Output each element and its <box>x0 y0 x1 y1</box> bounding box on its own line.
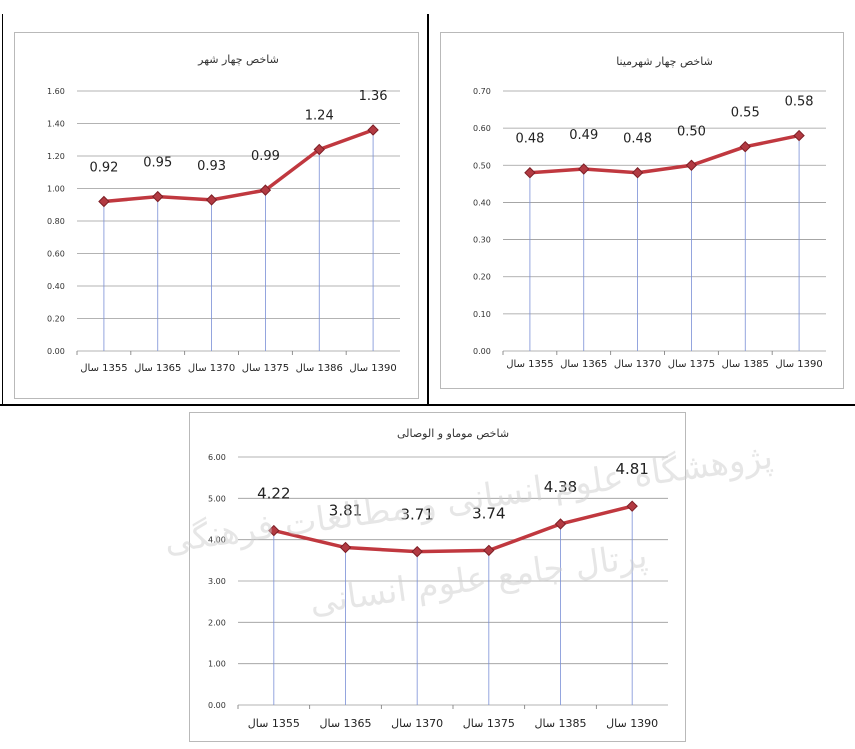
frame-horizontal-divider <box>0 404 855 406</box>
data-point <box>367 124 379 136</box>
y-tick-label: 5.00 <box>208 494 226 503</box>
y-tick-label: 3.00 <box>208 577 226 586</box>
data-label: 0.58 <box>785 95 814 110</box>
x-tick-label: 1355 سال <box>80 363 127 374</box>
data-label: 0.48 <box>515 132 544 147</box>
x-tick-label: 1370 سال <box>188 363 235 374</box>
x-tick-label: 1390 سال <box>775 359 822 370</box>
x-tick-label: 1385 سال <box>722 359 769 370</box>
data-label: 4.81 <box>615 460 648 478</box>
data-point <box>793 129 805 142</box>
data-point <box>554 518 567 530</box>
data-point <box>411 545 423 558</box>
y-tick-label: 2.00 <box>208 618 226 627</box>
y-tick-label: 0.30 <box>473 236 491 245</box>
x-tick-label: 1385 سال <box>534 717 586 730</box>
y-tick-label: 4.00 <box>208 536 226 545</box>
x-tick-label: 1355 سال <box>506 359 553 370</box>
data-point <box>98 195 110 208</box>
data-point <box>524 167 536 179</box>
data-point <box>626 500 638 512</box>
chart-panel-2: شاخص چهار شهرمینا 0.00 0.10 0.20 0.30 0.40 0.5… <box>440 32 844 389</box>
data-label: 4.38 <box>544 478 577 496</box>
y-tick-label: 0.60 <box>473 124 491 133</box>
data-point <box>268 524 280 537</box>
y-tick-label: 0.00 <box>47 347 65 356</box>
chart-title: شاخص چهار شهرمینا <box>616 55 713 68</box>
data-label: 0.93 <box>197 159 226 174</box>
y-tick-label: 0.40 <box>47 282 65 291</box>
data-label: 3.81 <box>329 502 362 520</box>
x-tick-label: 1365 سال <box>134 363 181 374</box>
data-label: 1.24 <box>305 109 334 124</box>
data-point <box>152 190 164 203</box>
data-label: 0.95 <box>143 156 172 171</box>
data-point <box>578 163 590 175</box>
y-tick-label: 0.10 <box>473 310 491 319</box>
y-tick-label: 0.20 <box>47 315 65 324</box>
data-label: 3.74 <box>472 504 505 522</box>
data-label: 0.99 <box>251 149 280 164</box>
data-label: 0.50 <box>677 124 706 139</box>
y-tick-label: 0.00 <box>473 347 491 356</box>
y-tick-label: 0.70 <box>473 87 491 96</box>
y-tick-label: 0.20 <box>473 273 491 282</box>
chart-title: شاخص موماو و الوصالی <box>397 427 509 440</box>
y-tick-label: 1.00 <box>47 185 65 194</box>
chart-panel-1: شاخص چهار شهر 0.00 0.20 0.40 0.60 0.80 1.00 1.2… <box>14 32 419 399</box>
data-label: 1.36 <box>359 89 388 104</box>
x-tick-label: 1390 سال <box>606 717 658 730</box>
data-point <box>205 194 218 206</box>
data-label: 0.49 <box>569 128 598 143</box>
y-tick-label: 1.20 <box>47 152 65 161</box>
y-tick-label: 0.50 <box>473 161 491 170</box>
chart-svg-2: شاخص چهار شهرمینا 0.00 0.10 0.20 0.30 0.40 0.5… <box>473 55 826 370</box>
data-point <box>313 143 325 156</box>
y-tick-label: 6.00 <box>208 453 226 462</box>
y-tick-label: 1.60 <box>47 87 65 96</box>
data-point <box>339 541 352 554</box>
y-tick-label: 0.00 <box>208 701 226 710</box>
chart-title: شاخص چهار شهر <box>197 53 279 66</box>
data-point <box>259 184 272 196</box>
series-line <box>102 128 375 204</box>
x-tick-label: 1370 سال <box>614 359 661 370</box>
chart-svg-3: شاخص موماو و الوصالی 0.00 1.00 2.00 3.00 4.00… <box>208 427 668 730</box>
y-tick-label: 0.80 <box>47 217 65 226</box>
series-line <box>272 504 634 554</box>
y-tick-label: 1.40 <box>47 120 65 129</box>
x-tick-label: 1365 سال <box>560 359 607 370</box>
x-tick-label: 1375 سال <box>463 717 515 730</box>
x-tick-label: 1370 سال <box>391 717 443 730</box>
y-tick-label: 0.40 <box>473 198 491 207</box>
data-label: 0.92 <box>89 161 118 176</box>
series-line <box>528 133 801 175</box>
data-point <box>631 167 644 179</box>
x-tick-label: 1390 سال <box>349 363 396 374</box>
data-point <box>685 159 698 171</box>
y-tick-label: 0.60 <box>47 250 65 259</box>
data-label: 0.55 <box>731 106 760 121</box>
x-tick-label: 1386 سال <box>296 363 343 374</box>
chart-svg-1: شاخص چهار شهر 0.00 0.20 0.40 0.60 0.80 1.00 1.2… <box>47 53 400 374</box>
y-tick-label: 1.00 <box>208 660 226 669</box>
data-point <box>483 544 495 557</box>
frame-left-edge <box>2 14 3 406</box>
x-tick-label: 1365 سال <box>319 717 371 730</box>
x-tick-label: 1375 سال <box>668 359 715 370</box>
x-tick-label: 1375 سال <box>242 363 289 374</box>
data-label: 3.71 <box>400 506 433 524</box>
x-tick-label: 1355 سال <box>248 717 300 730</box>
frame-vertical-divider <box>427 14 429 406</box>
data-label: 4.22 <box>257 485 290 503</box>
chart-panel-3: شاخص موماو و الوصالی 0.00 1.00 2.00 3.00 4.00… <box>189 412 686 742</box>
data-label: 0.48 <box>623 132 652 147</box>
data-point <box>739 141 751 153</box>
